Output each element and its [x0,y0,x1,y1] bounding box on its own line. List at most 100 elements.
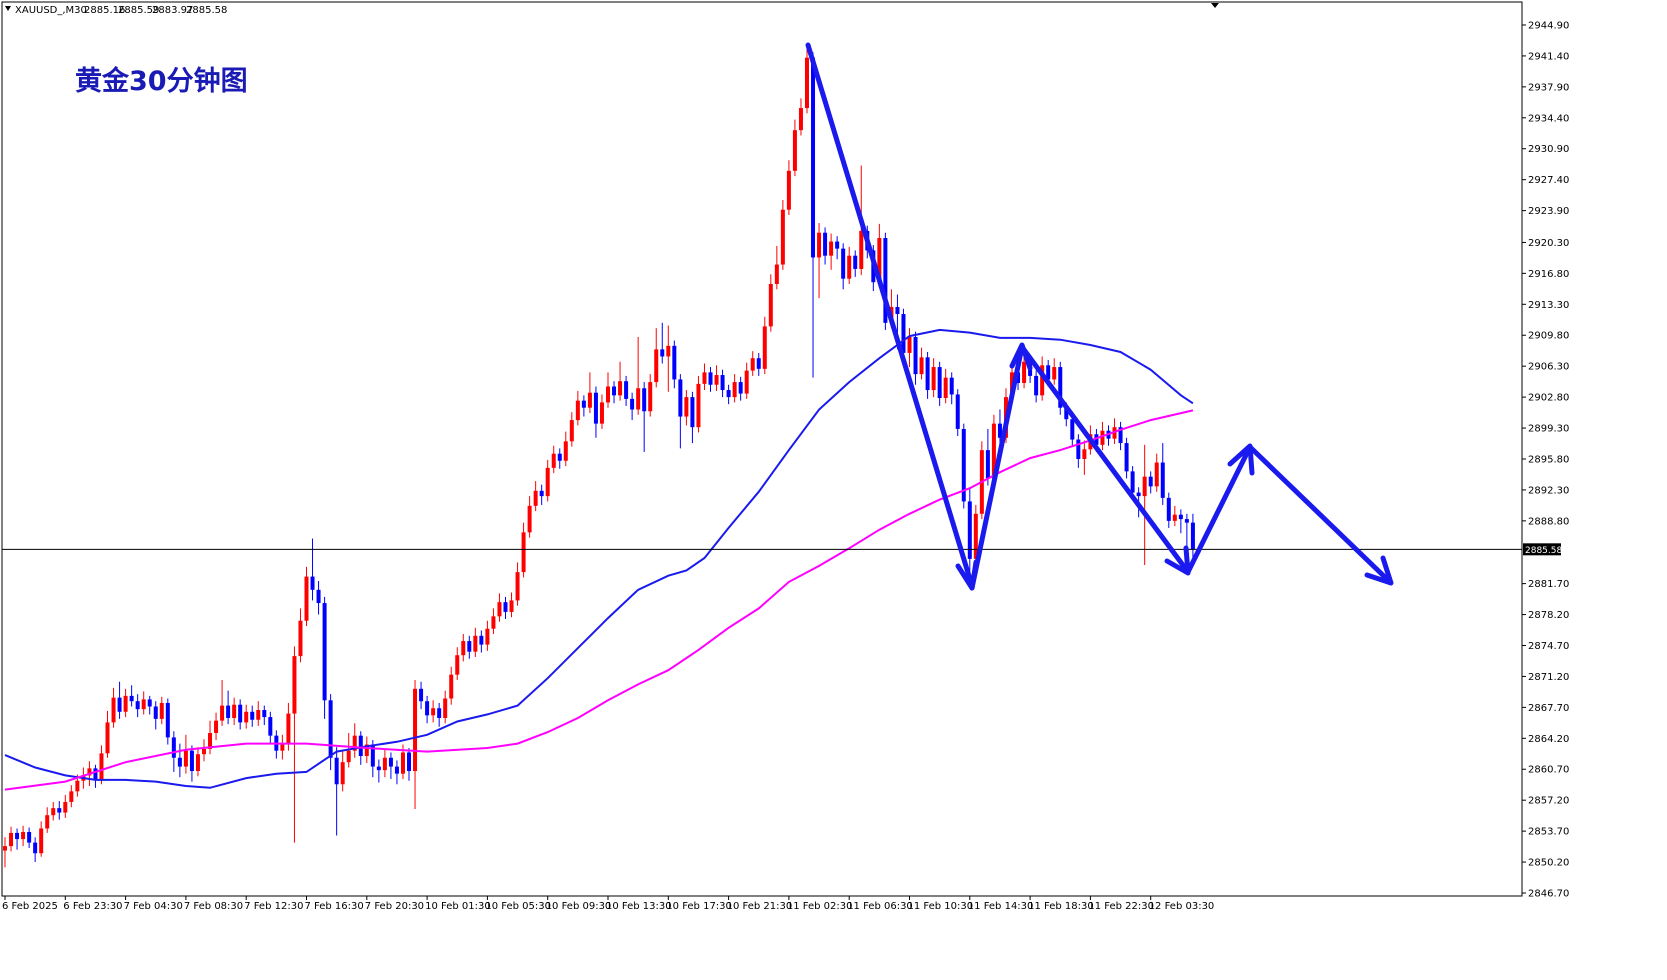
candle-body [171,737,176,758]
candle-body [485,628,490,645]
y-tick-label: 2892.30 [1528,485,1569,496]
candle-body [9,832,14,847]
candle-body [449,674,454,699]
candle-body [135,701,140,710]
candle-body [467,641,472,652]
x-tick-label: 11 Feb 02:30 [787,901,853,912]
candle-body [105,722,110,754]
candle-body [1040,365,1045,396]
candle-body [648,382,653,412]
candle-body [883,238,888,323]
candle-body [1148,476,1153,487]
candle-body [750,358,755,371]
candle-body [123,695,128,712]
y-tick-label: 2937.90 [1528,82,1569,93]
y-tick-label: 2930.90 [1528,144,1569,155]
annotation-arrows [805,42,1394,591]
candle-body [286,713,291,744]
x-tick-label: 6 Feb 2025 [2,901,58,912]
y-tick-label: 2881.70 [1528,579,1569,590]
x-tick-label: 10 Feb 21:30 [727,901,793,912]
candle-body [15,832,20,840]
candle-body [877,238,882,283]
candle-body [780,209,785,265]
candle-body [1058,367,1063,408]
candle-body [1160,462,1165,498]
candle-body [1166,497,1171,521]
candle-body [1052,367,1057,380]
header: XAUUSD_,M30 2885.16 2885.59 2883.97 2885… [5,5,227,16]
y-tick-label: 2867.70 [1528,703,1569,714]
candle-body [913,337,918,375]
candle-body [1082,449,1087,459]
candle-body [39,828,44,854]
x-tick-label: 11 Feb 06:30 [847,901,913,912]
candle-body [364,744,369,756]
candle-body [967,501,972,559]
y-tick-label: 2920.30 [1528,238,1569,249]
candle-body [298,620,303,657]
candle-body [925,357,930,391]
candle-body [195,754,200,772]
x-tick-label: 12 Feb 03:30 [1149,901,1215,912]
x-tick-label: 10 Feb 17:30 [666,901,732,912]
y-tick-label: 2853.70 [1528,827,1569,838]
candle-body [256,710,261,720]
candle-body [27,832,32,843]
candle-body [1064,407,1069,420]
candle-body [322,603,327,701]
candle-body [21,832,26,840]
x-tick-label: 11 Feb 18:30 [1028,901,1094,912]
candle-body [533,490,538,506]
candle-body [744,370,749,394]
candle-body [370,744,375,767]
candle-body [177,757,182,767]
candle-body [491,616,496,629]
candle-body [1034,375,1039,396]
candle-body [762,326,767,369]
x-tick-label: 7 Feb 16:30 [305,901,364,912]
ma-line [4,409,1194,791]
candle-body [1154,462,1159,487]
candle-body [443,698,448,718]
candle-body [214,720,219,734]
candle-body [895,306,900,315]
arrow [1019,344,1191,575]
candle-body [636,388,641,410]
candle-body [1094,434,1099,445]
candle-body [33,842,38,854]
candle-body [545,467,550,497]
candle-body [726,390,731,398]
candle-body [292,656,297,714]
ma-line [4,328,1194,789]
candle-body [551,453,556,468]
candle-body [599,402,604,424]
candle-body [1178,514,1183,520]
candle-body [702,372,707,384]
y-tick-label: 2927.40 [1528,175,1569,186]
candle-body [1076,439,1081,459]
candle-body [208,733,213,749]
arrow [969,344,1025,591]
candle-body [437,708,442,718]
candle-body [3,846,7,851]
candle-body [238,704,243,723]
candle-body [141,699,146,710]
candle-body [557,453,562,461]
candle-body [479,635,484,645]
candle-body [1142,476,1147,497]
candle-body [859,230,864,269]
candle-body [183,750,188,767]
y-tick-label: 2902.80 [1528,393,1569,404]
candle-body [720,375,725,391]
candles [3,45,1195,868]
candle-body [304,576,309,621]
candle-body [1130,471,1135,493]
candle-body [1136,492,1141,497]
candle-body [340,762,345,785]
candle-body [835,241,840,249]
candle-body [630,398,635,410]
arrow [1185,444,1253,575]
candle-body [955,394,960,429]
y-tick-label: 2888.80 [1528,516,1569,527]
